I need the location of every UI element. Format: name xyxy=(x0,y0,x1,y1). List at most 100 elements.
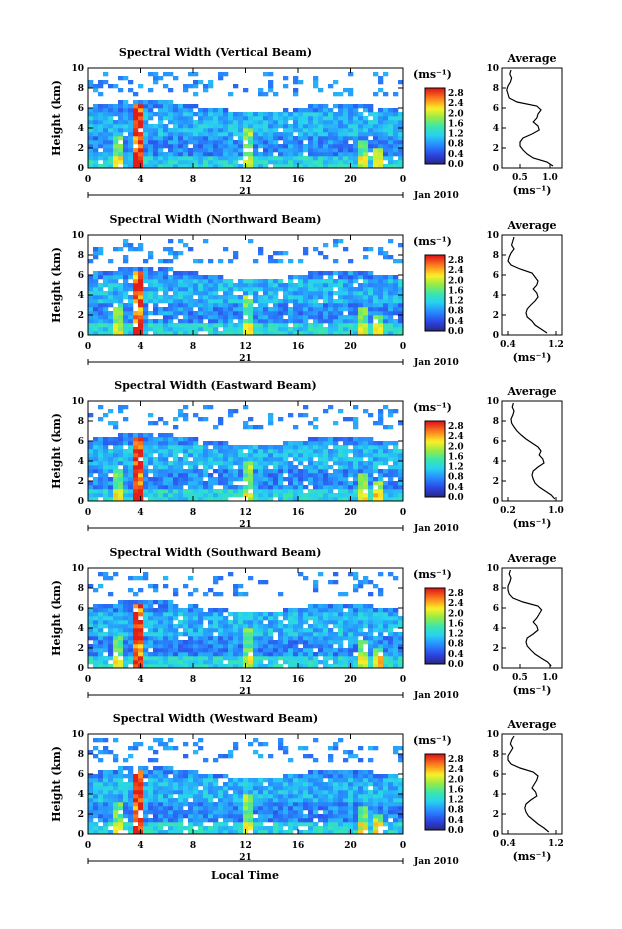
profile-y-tick: 0 xyxy=(493,164,499,174)
profile-y-tick: 8 xyxy=(493,750,499,760)
x-tick-label: 0 xyxy=(400,508,406,518)
heatmap-cells xyxy=(88,738,404,835)
colorbar-tick: 2.4 xyxy=(448,432,464,442)
x-tick-label: 8 xyxy=(190,342,196,352)
profile-line xyxy=(507,569,552,667)
x-tick-label: 0 xyxy=(400,841,406,851)
date-day-label: 21 xyxy=(239,354,252,364)
profile-y-tick: 2 xyxy=(493,477,499,487)
profile-frame xyxy=(501,234,563,336)
colorbar-tick: 2.4 xyxy=(448,599,464,609)
y-tick-label: 4 xyxy=(78,124,84,134)
y-tick-label: 8 xyxy=(78,84,84,94)
y-axis-label: Height (km) xyxy=(50,80,63,156)
heatmap-cells xyxy=(88,572,404,669)
profile-x-tick: 1.2 xyxy=(548,839,564,849)
profile-y-tick: 8 xyxy=(493,84,499,94)
y-tick-label: 4 xyxy=(78,624,84,634)
profile-y-tick: 8 xyxy=(493,584,499,594)
x-tick-label: 20 xyxy=(344,175,357,185)
y-tick-label: 0 xyxy=(78,664,84,674)
y-axis-label: Height (km) xyxy=(50,746,63,822)
x-tick-label: 4 xyxy=(137,675,143,685)
profile-line xyxy=(507,735,550,833)
colorbar-tick: 1.2 xyxy=(448,463,464,473)
y-tick-label: 8 xyxy=(78,417,84,427)
y-axis-label: Height (km) xyxy=(50,413,63,489)
colorbar-tick: 0.8 xyxy=(448,140,464,150)
colorbar-tick: 1.2 xyxy=(448,297,464,307)
y-axis-label: Height (km) xyxy=(50,247,63,323)
x-tick-label: 0 xyxy=(85,342,91,352)
colorbar-tick: 2.8 xyxy=(448,589,464,599)
profile-frame xyxy=(501,733,563,835)
colorbar-unit: (ms⁻¹) xyxy=(413,734,452,747)
profile-title: Average xyxy=(506,52,556,65)
x-tick-label: 0 xyxy=(85,675,91,685)
profile-title: Average xyxy=(506,718,556,731)
colorbar-tick: 2.0 xyxy=(448,276,464,286)
date-day-label: 21 xyxy=(239,520,252,530)
x-tick-label: 8 xyxy=(190,175,196,185)
colorbar-tick: 1.2 xyxy=(448,630,464,640)
profile-y-tick: 0 xyxy=(493,664,499,674)
y-axis-label: Height (km) xyxy=(50,580,63,656)
colorbar-tick: 2.0 xyxy=(448,609,464,619)
profile-x-label: (ms⁻¹) xyxy=(513,517,552,530)
profile-x-label: (ms⁻¹) xyxy=(513,351,552,364)
y-tick-label: 8 xyxy=(78,750,84,760)
y-tick-label: 10 xyxy=(71,564,84,574)
colorbar-tick: 0.8 xyxy=(448,307,464,317)
y-tick-label: 6 xyxy=(78,271,84,281)
panel-2: Spectral Width (Northward Beam) 0 2 4 6 8 10 He… xyxy=(50,213,564,368)
profile-x-label: (ms⁻¹) xyxy=(513,850,552,863)
y-tick-label: 6 xyxy=(78,604,84,614)
colorbar-tick: 2.8 xyxy=(448,256,464,266)
colorbar-tick: 0.0 xyxy=(448,826,464,836)
colorbar-tick: 2.8 xyxy=(448,422,464,432)
y-tick-label: 4 xyxy=(78,457,84,467)
panel-title: Spectral Width (Northward Beam) xyxy=(110,213,322,226)
panel-title: Spectral Width (Vertical Beam) xyxy=(119,46,312,59)
x-tick-label: 8 xyxy=(190,675,196,685)
colorbar-tick: 0.8 xyxy=(448,806,464,816)
y-tick-label: 10 xyxy=(71,730,84,740)
colorbar-unit: (ms⁻¹) xyxy=(413,68,452,81)
x-tick-label: 0 xyxy=(85,508,91,518)
profile-frame xyxy=(501,567,563,669)
y-tick-label: 4 xyxy=(78,291,84,301)
x-tick-label: 0 xyxy=(400,175,406,185)
heatmap-cells xyxy=(88,405,404,502)
profile-x-tick: 1.2 xyxy=(548,340,564,350)
colorbar-tick: 2.4 xyxy=(448,99,464,109)
x-tick-label: 0 xyxy=(400,342,406,352)
x-tick-label: 16 xyxy=(292,841,305,851)
profile-y-tick: 2 xyxy=(493,644,499,654)
profile-x-tick: 0.5 xyxy=(512,673,528,683)
y-tick-label: 10 xyxy=(71,64,84,74)
colorbar-tick: 2.4 xyxy=(448,765,464,775)
y-tick-label: 0 xyxy=(78,497,84,507)
colorbar-tick: 2.0 xyxy=(448,775,464,785)
x-tick-label: 16 xyxy=(292,175,305,185)
colorbar-tick: 1.2 xyxy=(448,796,464,806)
profile-x-tick: 0.4 xyxy=(500,340,516,350)
y-tick-label: 6 xyxy=(78,437,84,447)
colorbar-tick: 1.6 xyxy=(448,619,464,629)
profile-x-label: (ms⁻¹) xyxy=(513,684,552,697)
colorbar-tick: 2.8 xyxy=(448,755,464,765)
x-tick-label: 4 xyxy=(137,175,143,185)
colorbar-tick: 0.4 xyxy=(448,650,464,660)
y-tick-label: 10 xyxy=(71,231,84,241)
y-tick-label: 2 xyxy=(78,144,84,154)
profile-y-tick: 6 xyxy=(493,604,499,614)
profile-x-tick: 1.0 xyxy=(542,173,558,183)
profile-y-tick: 6 xyxy=(493,271,499,281)
colorbar-tick: 2.4 xyxy=(448,266,464,276)
y-tick-label: 2 xyxy=(78,644,84,654)
y-tick-label: 2 xyxy=(78,477,84,487)
x-tick-label: 20 xyxy=(344,675,357,685)
heatmap-cells xyxy=(88,239,404,336)
x-tick-label: 16 xyxy=(292,508,305,518)
y-tick-label: 2 xyxy=(78,810,84,820)
